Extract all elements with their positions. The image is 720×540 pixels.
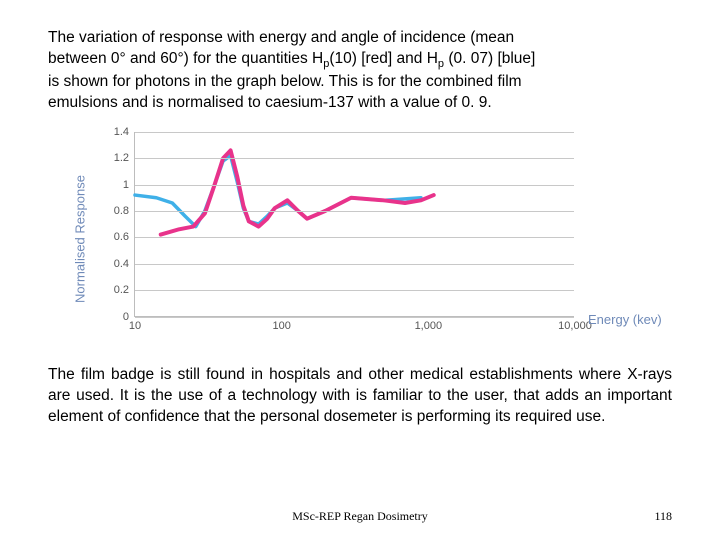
p1-line3: is shown for photons in the graph below.… bbox=[48, 73, 522, 90]
chart-svg bbox=[135, 132, 574, 316]
y-tick-label: 1.2 bbox=[114, 152, 135, 164]
page-number: 118 bbox=[654, 509, 672, 524]
y-tick-label: 0.8 bbox=[114, 205, 135, 217]
gridline bbox=[135, 185, 574, 186]
plot-area: 00.20.40.60.811.21.4101001,00010,000 bbox=[134, 132, 574, 317]
gridline bbox=[135, 237, 574, 238]
y-tick-label: 1 bbox=[123, 179, 135, 191]
paragraph-2: The film badge is still found in hospita… bbox=[48, 365, 672, 428]
x-axis-label: Energy (kev) bbox=[588, 312, 662, 327]
p1-line2c: (0. 07) [blue] bbox=[444, 50, 535, 67]
series-line bbox=[135, 155, 421, 226]
p1-line2b: (10) [red] and H bbox=[329, 50, 438, 67]
response-chart: Normalised Response 00.20.40.60.811.21.4… bbox=[88, 132, 648, 347]
footer-text: MSc-REP Regan Dosimetry bbox=[0, 509, 720, 524]
gridline bbox=[135, 158, 574, 159]
gridline bbox=[135, 132, 574, 133]
paragraph-1: The variation of response with energy an… bbox=[48, 28, 672, 114]
x-tick-label: 1,000 bbox=[415, 316, 443, 332]
gridline bbox=[135, 264, 574, 265]
x-tick-label: 10 bbox=[129, 316, 141, 332]
y-tick-label: 0.2 bbox=[114, 284, 135, 296]
p1-line2a: between 0° and 60°) for the quantities H bbox=[48, 50, 323, 67]
gridline bbox=[135, 211, 574, 212]
y-tick-label: 0.6 bbox=[114, 231, 135, 243]
series-line bbox=[161, 150, 434, 234]
y-tick-label: 1.4 bbox=[114, 126, 135, 138]
p1-line4: emulsions and is normalised to caesium-1… bbox=[48, 94, 492, 111]
gridline bbox=[135, 290, 574, 291]
gridline bbox=[135, 317, 574, 318]
y-axis-label: Normalised Response bbox=[73, 175, 88, 303]
y-tick-label: 0.4 bbox=[114, 258, 135, 270]
p1-line1: The variation of response with energy an… bbox=[48, 29, 514, 46]
x-tick-label: 10,000 bbox=[558, 316, 592, 332]
x-tick-label: 100 bbox=[272, 316, 290, 332]
